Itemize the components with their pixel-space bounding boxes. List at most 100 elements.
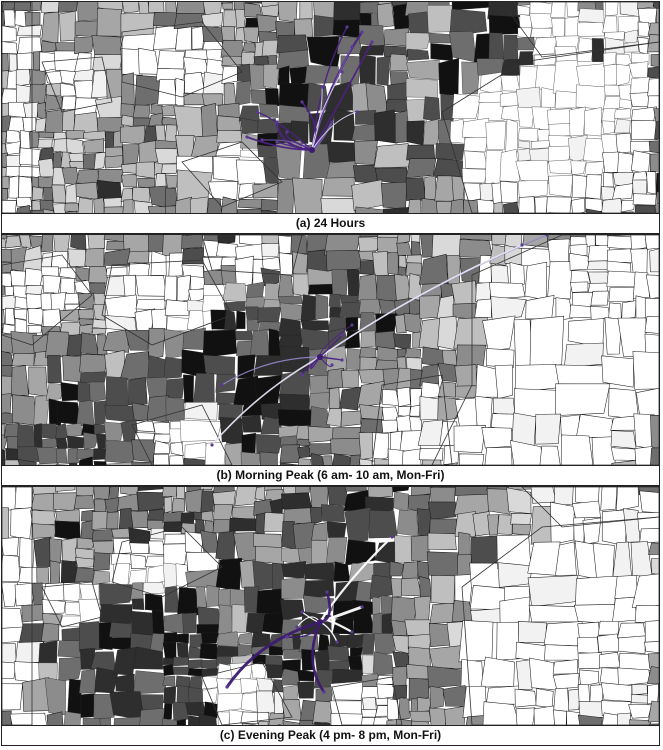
tract [147,206,167,213]
tract [295,487,311,494]
tract [346,633,356,649]
tract [44,108,65,134]
tract [82,717,102,725]
flow-line [311,111,358,151]
tract [359,458,373,465]
tract [490,264,509,285]
tract [45,382,64,401]
tract [481,427,513,449]
tract [453,493,489,515]
tract [157,79,178,106]
tract [259,104,279,118]
tract [573,604,617,624]
tract [614,575,638,599]
tract [8,175,19,199]
tract [330,713,364,725]
tract [223,83,237,106]
tract [140,694,164,711]
tract [327,487,348,506]
tract [249,329,270,358]
tract [256,690,276,716]
tract [647,22,659,37]
tract [514,364,561,393]
tract [430,43,453,61]
tract [17,424,36,448]
tract [163,562,178,589]
tract [493,201,503,213]
tract [250,663,268,679]
tract [544,644,582,661]
tract [197,606,221,625]
tract [200,530,219,555]
tract [163,357,184,379]
tract [201,102,218,139]
tract [240,678,259,694]
tract [135,420,156,433]
tract [485,121,507,150]
tract [616,487,639,512]
tract [405,347,421,359]
tract [647,78,659,97]
tract [374,330,396,351]
tract [309,375,331,395]
tract [61,95,77,112]
tract [118,508,134,532]
tract [351,179,385,212]
tract [586,208,604,213]
tract [203,701,219,719]
tract [297,445,312,459]
tract [103,248,131,267]
tract [530,487,557,504]
tract [53,138,68,154]
tract [631,573,659,608]
tract [30,493,57,513]
tract [29,2,42,12]
tract [215,530,236,562]
tract [648,140,659,154]
tract [630,235,647,251]
tract [74,36,95,55]
tract [36,447,59,465]
tract [353,612,375,634]
tract [314,721,331,725]
tract [188,675,203,690]
tract [586,260,610,270]
tract [129,542,150,554]
tract [82,153,96,170]
tract [296,425,310,441]
tract [133,670,167,695]
tract [631,52,650,65]
tract [131,611,155,637]
tract [601,509,628,547]
tract [104,155,124,169]
tract [451,280,479,307]
tract [52,167,66,186]
tract [148,112,164,127]
tract [464,150,488,169]
tract [327,521,347,540]
tract [242,42,256,53]
tract [395,718,413,725]
tract [2,351,14,367]
tract [518,621,547,644]
tract [460,659,484,688]
tract [221,196,238,213]
tract [632,271,650,299]
tract [91,511,109,530]
tract [153,453,170,465]
tract [372,432,390,462]
tract [618,635,646,655]
tract [4,286,15,296]
tract [637,36,649,55]
tract [66,422,83,437]
tract [539,445,561,465]
tract [620,200,636,213]
tract [88,265,109,284]
tract [278,82,312,109]
tract [644,297,659,321]
tract [458,531,471,557]
tract [577,714,603,725]
flow-endpoint [350,630,354,634]
tract [5,307,16,325]
tract [411,720,430,725]
